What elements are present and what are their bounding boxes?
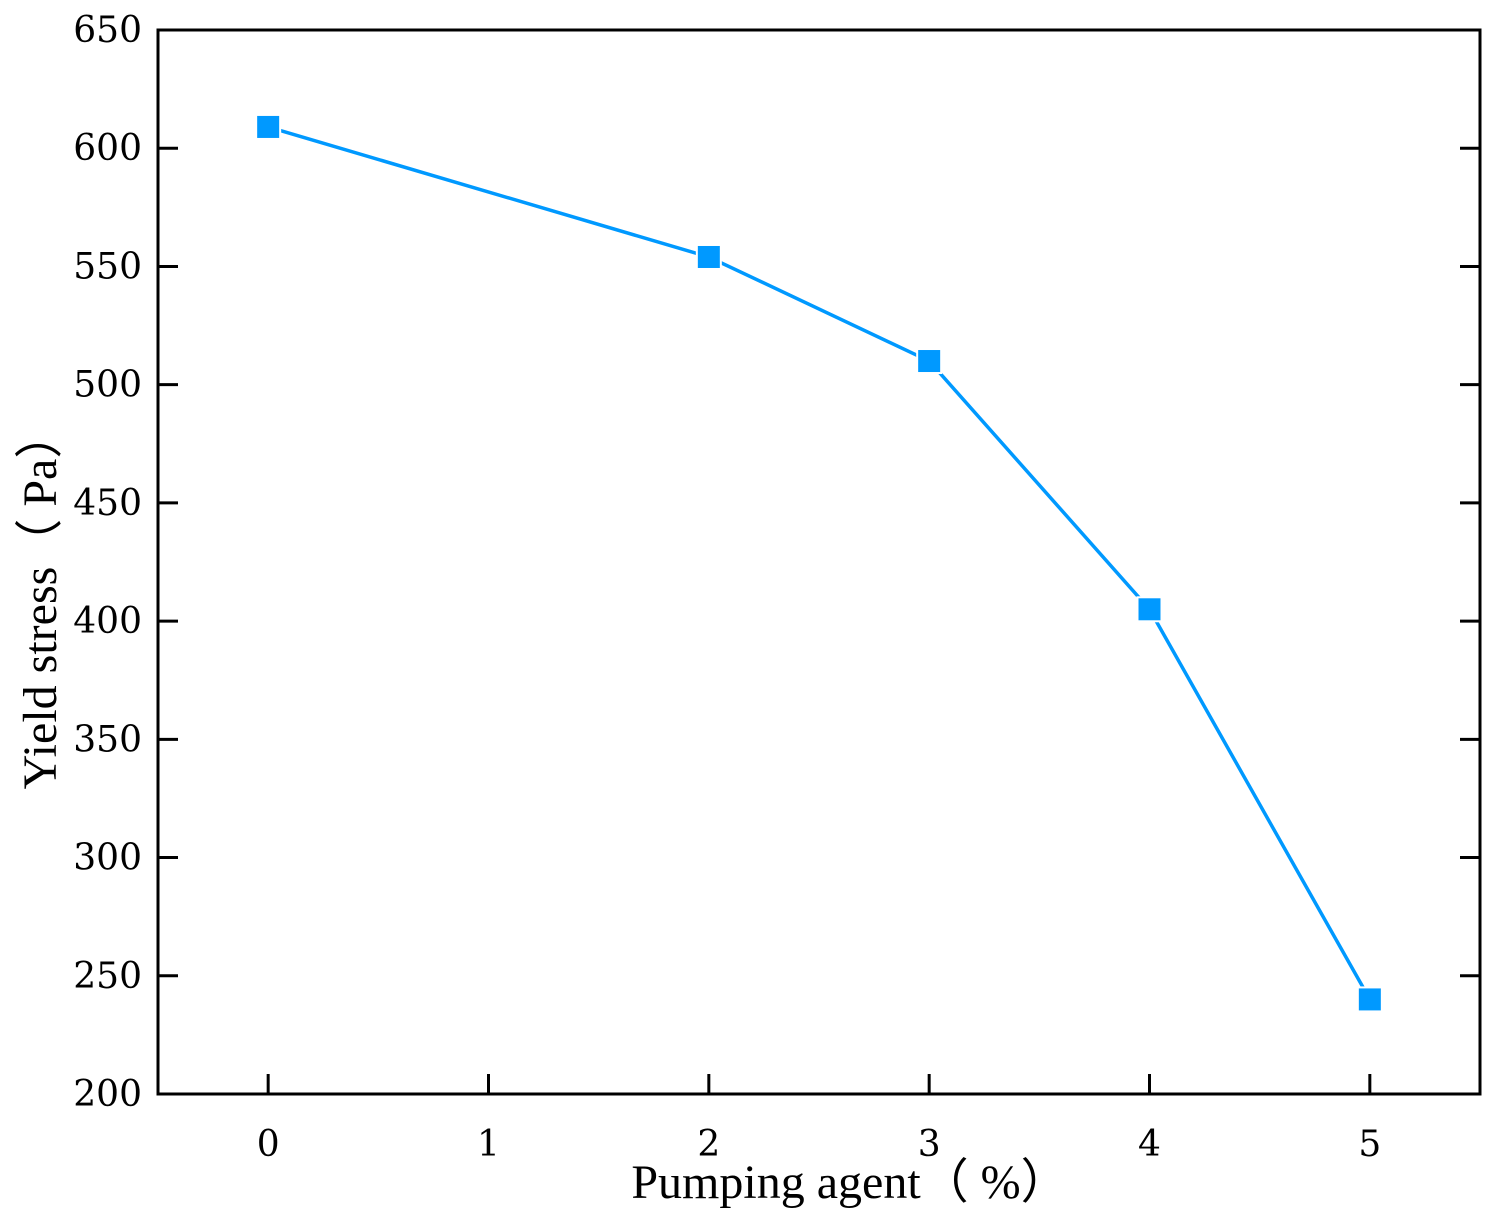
y-tick-label: 350 (73, 719, 142, 760)
series-line (267, 125, 1372, 1001)
y-tick-label: 450 (73, 483, 142, 524)
data-point-marker (1356, 986, 1383, 1013)
x-tick-label: 2 (697, 1124, 720, 1165)
x-axis-title: Pumping agent（ %） (631, 1156, 1068, 1209)
y-tick-label: 650 (73, 10, 142, 51)
x-axis-ticks: 0 1 2 3 4 5 (257, 1074, 1381, 1165)
y-tick-label: 250 (73, 956, 142, 997)
y-tick-label: 550 (73, 246, 142, 287)
y-tick-label: 600 (73, 128, 142, 169)
data-point-marker (695, 243, 722, 270)
data-point-marker (255, 113, 282, 140)
x-tick-label: 4 (1138, 1124, 1161, 1165)
y-axis-ticks: 200 250 300 350 400 450 500 550 600 650 (73, 10, 1480, 1115)
y-tick-label: 500 (73, 365, 142, 406)
plot-frame (156, 28, 1482, 1096)
y-tick-label: 200 (73, 1074, 142, 1115)
data-series (255, 113, 1383, 1013)
x-tick-label: 3 (918, 1124, 941, 1165)
y-axis-title: Yield stress（ Pa） (14, 411, 67, 790)
x-tick-label: 0 (257, 1124, 280, 1165)
y-tick-label: 300 (73, 838, 142, 879)
x-tick-label: 1 (477, 1124, 500, 1165)
y-tick-label: 400 (73, 601, 142, 642)
data-point-marker (916, 348, 943, 375)
data-point-marker (1136, 596, 1163, 623)
x-tick-label: 5 (1358, 1124, 1381, 1165)
